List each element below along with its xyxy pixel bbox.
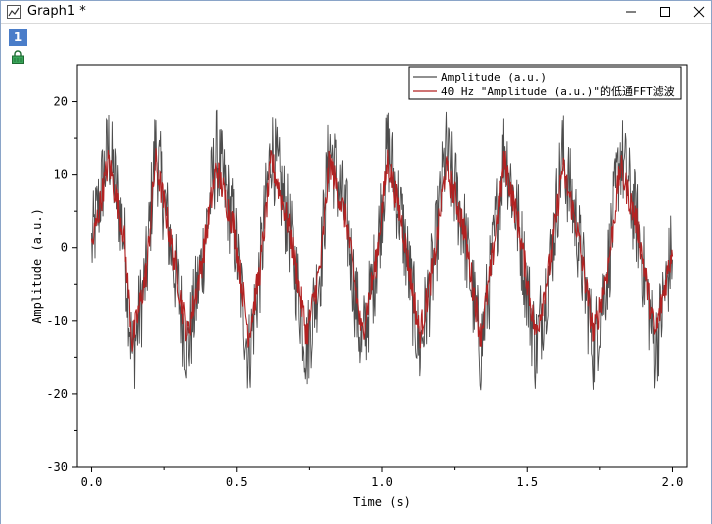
graph-page: 1 0.0 0.5 1.0 1.5 2.0 -30 -20 -10 0 10 20 Time (s) A… <box>1 24 711 524</box>
y-tick-label: 20 <box>54 95 68 109</box>
close-icon <box>693 6 705 18</box>
x-tick-label: 2.0 <box>662 475 684 489</box>
legend-label-2: 40 Hz "Amplitude (a.u.)"的低通FFT滤波 <box>441 84 675 98</box>
y-tick-label: 0 <box>61 241 68 255</box>
close-button[interactable] <box>681 1 712 23</box>
x-tick-label: 1.5 <box>516 475 538 489</box>
minimize-icon <box>626 11 636 13</box>
title-bar[interactable]: Graph1 * <box>1 1 711 24</box>
window-title: Graph1 * <box>27 4 86 19</box>
x-tick-label: 0.5 <box>226 475 248 489</box>
x-axis-label: Time (s) <box>353 495 411 509</box>
minimize-button[interactable] <box>613 1 649 23</box>
series-line-2 <box>90 148 674 352</box>
y-tick-label: -20 <box>46 387 68 401</box>
series-line-1 <box>91 109 673 391</box>
graph-app-icon <box>7 5 21 19</box>
legend-box <box>408 66 682 100</box>
maximize-button[interactable] <box>647 1 683 23</box>
y-tick-label: -10 <box>46 314 68 328</box>
maximize-icon <box>660 7 670 17</box>
y-tick-label: -30 <box>46 460 68 474</box>
layer-1-tab[interactable]: 1 <box>9 29 27 46</box>
y-axis-label: Amplitude (a.u.) <box>30 208 44 324</box>
legend-label-1: Amplitude (a.u.) <box>441 71 547 84</box>
lock-icon[interactable] <box>11 50 25 64</box>
y-tick-label: 10 <box>54 168 68 182</box>
plot-frame <box>76 64 688 468</box>
plot-area[interactable]: 0.0 0.5 1.0 1.5 2.0 -30 -20 -10 0 10 20 Time (s) Amp… <box>1 24 711 524</box>
x-tick-label: 0.0 <box>81 475 103 489</box>
x-tick-label: 1.0 <box>371 475 393 489</box>
